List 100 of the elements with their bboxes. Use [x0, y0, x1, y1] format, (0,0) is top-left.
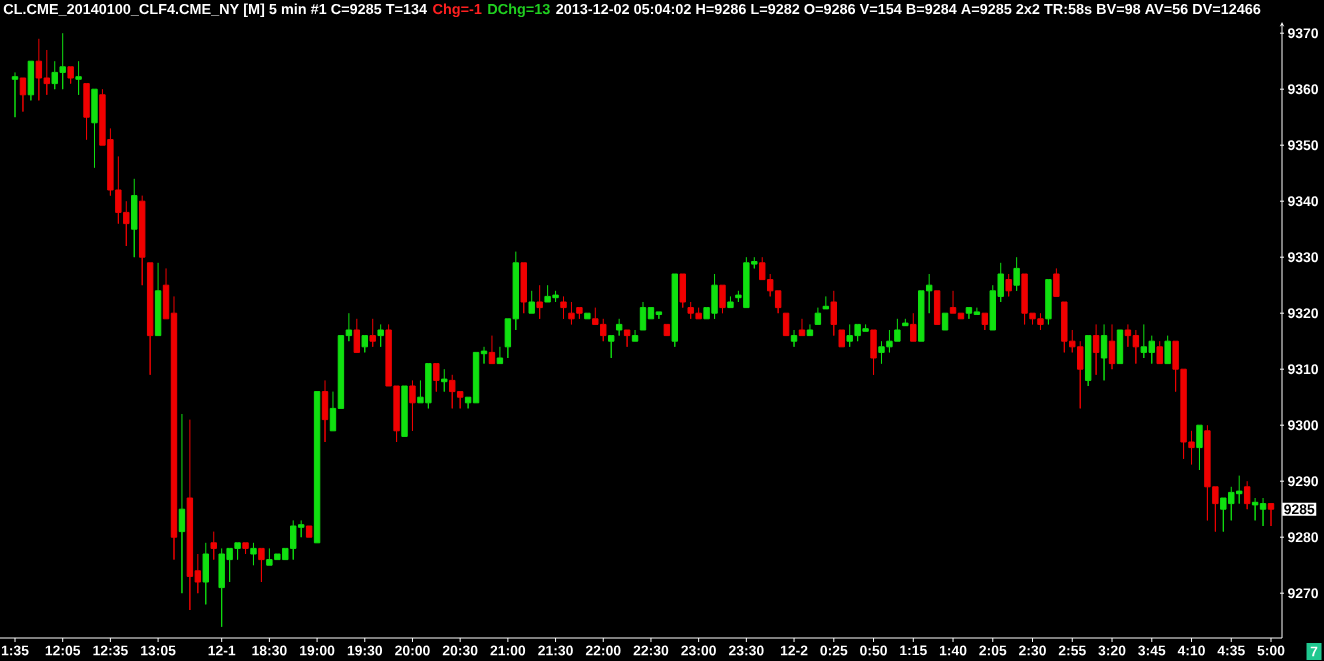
- candlestick: [321, 379, 329, 443]
- x-tick-label: 2:55: [1058, 645, 1086, 656]
- x-tick-label: 12:35: [93, 645, 128, 656]
- candlestick: [663, 323, 671, 337]
- candlestick: [838, 329, 845, 348]
- candlestick: [1013, 256, 1020, 292]
- candlestick: [202, 542, 209, 605]
- candlestick: [441, 368, 448, 393]
- y-tick-label: 9280: [1288, 532, 1318, 543]
- x-tick-label: 19:00: [300, 645, 335, 656]
- candlestick: [973, 307, 981, 315]
- x-tick-label: 3:20: [1098, 645, 1126, 656]
- candlestick: [1108, 323, 1116, 370]
- candlestick: [647, 307, 655, 320]
- candlestick: [1092, 323, 1100, 376]
- candlestick: [727, 295, 734, 309]
- candlestick: [178, 413, 186, 594]
- candlestick: [790, 329, 798, 348]
- candlestick: [488, 335, 496, 365]
- y-tick-label: 9340: [1288, 196, 1318, 207]
- candlestick: [608, 335, 615, 359]
- candlestick: [329, 391, 337, 432]
- candlestick: [1243, 480, 1251, 510]
- candlestick: [305, 525, 313, 538]
- x-tick-label: 4:35: [1217, 645, 1245, 656]
- candlestick: [162, 267, 170, 320]
- y-tick-label: 9290: [1288, 476, 1318, 487]
- x-tick-label: 12:05: [45, 645, 81, 656]
- x-tick-label: 22:30: [633, 645, 669, 656]
- candlestick: [639, 301, 647, 331]
- annotation: 9285: [1284, 504, 1315, 515]
- x-tick-label: 12-2: [780, 645, 808, 656]
- candlestick: [1053, 267, 1060, 297]
- candlestick: [433, 363, 440, 393]
- candlestick: [258, 547, 265, 583]
- y-tick-label: 9330: [1288, 252, 1318, 263]
- x-tick-label: 18:30: [252, 645, 287, 656]
- candlestick: [1116, 329, 1124, 365]
- x-tick-label: 5:00: [1257, 645, 1285, 656]
- candlestick: [671, 273, 678, 348]
- x-tick-label: 0:25: [820, 645, 848, 656]
- candlestick: [623, 329, 631, 348]
- candlestick: [910, 312, 917, 342]
- candlestick: [464, 396, 472, 409]
- candlestick: [210, 531, 217, 561]
- candlestick: [131, 178, 138, 258]
- x-tick-label: 1:40: [939, 645, 967, 656]
- candlestick: [1045, 279, 1052, 325]
- candlestick: [1124, 323, 1132, 348]
- candlestick: [528, 290, 535, 314]
- candlestick: [75, 60, 82, 96]
- candlestick: [345, 312, 353, 342]
- candlestick: [981, 312, 989, 331]
- candlestick: [941, 312, 949, 331]
- candlestick: [830, 290, 837, 337]
- candlestick: [1156, 340, 1163, 365]
- x-tick-label: 13:05: [141, 645, 176, 656]
- candlestick: [1267, 503, 1275, 527]
- x-tick-label: 23:00: [681, 645, 716, 656]
- x-tick-label: 20:00: [395, 645, 430, 656]
- candlestick: [170, 295, 178, 561]
- candlestick: [560, 295, 567, 320]
- candlestick: [798, 318, 806, 337]
- candlestick: [902, 318, 909, 327]
- candlestick: [679, 273, 686, 309]
- candlestick: [1164, 335, 1171, 365]
- candlestick: [472, 351, 480, 404]
- candlestick: [369, 318, 376, 348]
- candlestick: [1259, 497, 1267, 527]
- candlestick: [965, 307, 973, 320]
- candlestick: [631, 329, 639, 342]
- candlestick: [655, 311, 663, 320]
- candlestick: [409, 379, 416, 432]
- x-tick-label: 23:30: [728, 645, 764, 656]
- candlestick: [496, 346, 504, 365]
- candlestick: [91, 88, 98, 169]
- candlestick: [536, 284, 543, 320]
- candlestick: [1196, 424, 1203, 471]
- text: 7: [1310, 646, 1318, 657]
- candlestick: [870, 329, 877, 376]
- candlestick: [1005, 273, 1012, 297]
- x-tick-label: 20:30: [442, 645, 478, 656]
- candlestick: [1132, 329, 1140, 365]
- candlestick: [242, 542, 249, 555]
- y-tick-label: 9320: [1288, 308, 1318, 319]
- candlestick: [401, 385, 408, 437]
- x-tick-label: 2:30: [1019, 645, 1046, 656]
- y-tick-label: 9300: [1288, 420, 1318, 431]
- candlestick: [584, 312, 591, 320]
- y-tick-label: 9350: [1288, 140, 1318, 151]
- text: 2013-12-02 05:04:02 H=9286 L=9282 O=9286 V=154 B=9284 A=9285 2x2 TR:58s BV=98 AV=56 DV=12466: [556, 3, 1261, 15]
- y-tick-label: 9270: [1288, 588, 1318, 599]
- x-tick-label: 4:10: [1177, 645, 1205, 656]
- candlestick: [782, 312, 790, 337]
- candlestick: [933, 290, 941, 325]
- candlestick: [822, 295, 830, 310]
- x-tick-label: 12-1: [208, 645, 236, 656]
- candlestick: [361, 335, 368, 353]
- candlestick: [138, 195, 146, 286]
- candlestick: [146, 262, 154, 376]
